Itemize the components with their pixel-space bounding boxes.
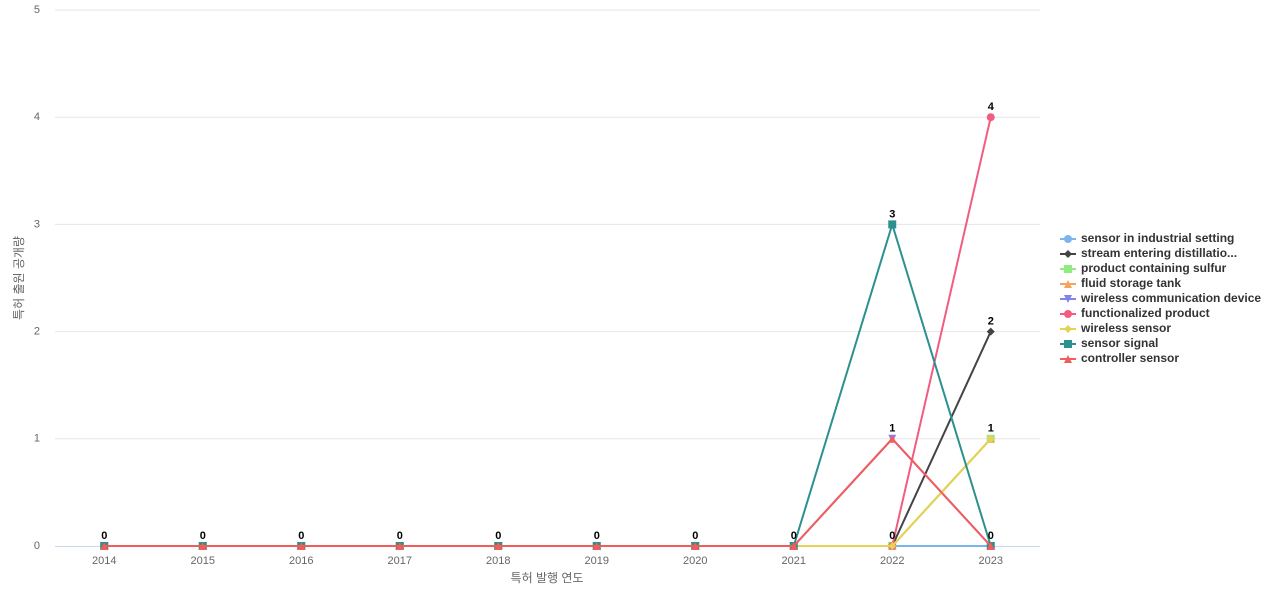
legend-marker: [1064, 340, 1072, 348]
y-tick-label: 5: [34, 4, 40, 16]
data-label: 0: [101, 530, 107, 542]
legend-marker: [1064, 310, 1072, 318]
y-tick-label: 3: [34, 218, 40, 230]
point-marker: [986, 327, 995, 336]
point-marker: [100, 542, 109, 550]
legend-marker: [1064, 235, 1072, 243]
x-tick-label: 2023: [979, 555, 1003, 567]
data-label: 0: [791, 530, 797, 542]
series-line: [104, 438, 992, 547]
legend-marker: [1064, 265, 1072, 273]
series-line: [104, 438, 992, 547]
data-label: 0: [988, 530, 994, 542]
data-label: 0: [692, 530, 698, 542]
x-tick-label: 2021: [782, 555, 806, 567]
series-line: [104, 437, 992, 547]
x-tick-label: 2014: [92, 555, 116, 567]
series-line: [104, 438, 992, 547]
legend-marker: [1064, 280, 1072, 288]
data-label: 2: [988, 316, 994, 328]
legend-label: sensor in industrial setting: [1081, 231, 1234, 245]
y-tick-label: 2: [34, 326, 40, 338]
y-tick-label: 4: [34, 111, 40, 123]
legend-label: functionalized product: [1081, 306, 1210, 320]
point-marker: [592, 542, 601, 550]
data-label: 0: [594, 530, 600, 542]
point-marker: [297, 542, 306, 550]
point-marker: [198, 542, 207, 550]
legend-label: stream entering distillatio...: [1081, 246, 1237, 260]
data-label: 0: [200, 530, 206, 542]
point-marker: [494, 542, 503, 550]
data-label: 0: [495, 530, 501, 542]
x-tick-label: 2016: [289, 555, 313, 567]
point-marker: [986, 113, 995, 122]
point-marker: [789, 542, 798, 550]
series-line: [104, 220, 992, 547]
series-line: [104, 437, 992, 547]
legend-label: fluid storage tank: [1081, 276, 1181, 290]
data-label: 1: [889, 423, 895, 435]
x-tick-label: 2015: [191, 555, 215, 567]
legend-label: product containing sulfur: [1081, 261, 1227, 275]
legend-marker: [1064, 355, 1072, 363]
point-marker: [691, 542, 700, 550]
y-tick-label: 0: [34, 540, 40, 552]
legend-marker: [1064, 295, 1072, 303]
x-tick-label: 2017: [388, 555, 412, 567]
point-marker: [888, 220, 897, 229]
data-label: 0: [298, 530, 304, 542]
y-axis-title: 특허 출원 공개량: [12, 236, 26, 320]
data-label: 0: [397, 530, 403, 542]
x-axis-title: 특허 발행 연도: [511, 570, 584, 585]
data-label: 4: [988, 101, 995, 113]
legend-label: wireless communication device: [1080, 291, 1261, 305]
x-tick-label: 2022: [880, 555, 904, 567]
point-marker: [986, 542, 995, 550]
legend-marker: [1064, 325, 1072, 333]
point-marker: [888, 542, 897, 550]
legend-marker: [1064, 250, 1072, 258]
data-label: 3: [889, 208, 895, 220]
point-marker: [986, 434, 995, 443]
x-tick-label: 2019: [585, 555, 609, 567]
legend-label: controller sensor: [1081, 351, 1179, 365]
legend-label: wireless sensor: [1080, 321, 1171, 335]
x-tick-label: 2020: [683, 555, 707, 567]
x-tick-label: 2018: [486, 555, 510, 567]
point-marker: [888, 434, 897, 443]
y-tick-label: 1: [34, 433, 40, 445]
legend-label: sensor signal: [1081, 336, 1158, 350]
data-label: 1: [988, 423, 994, 435]
point-marker: [395, 542, 404, 550]
data-label: 0: [889, 530, 895, 542]
